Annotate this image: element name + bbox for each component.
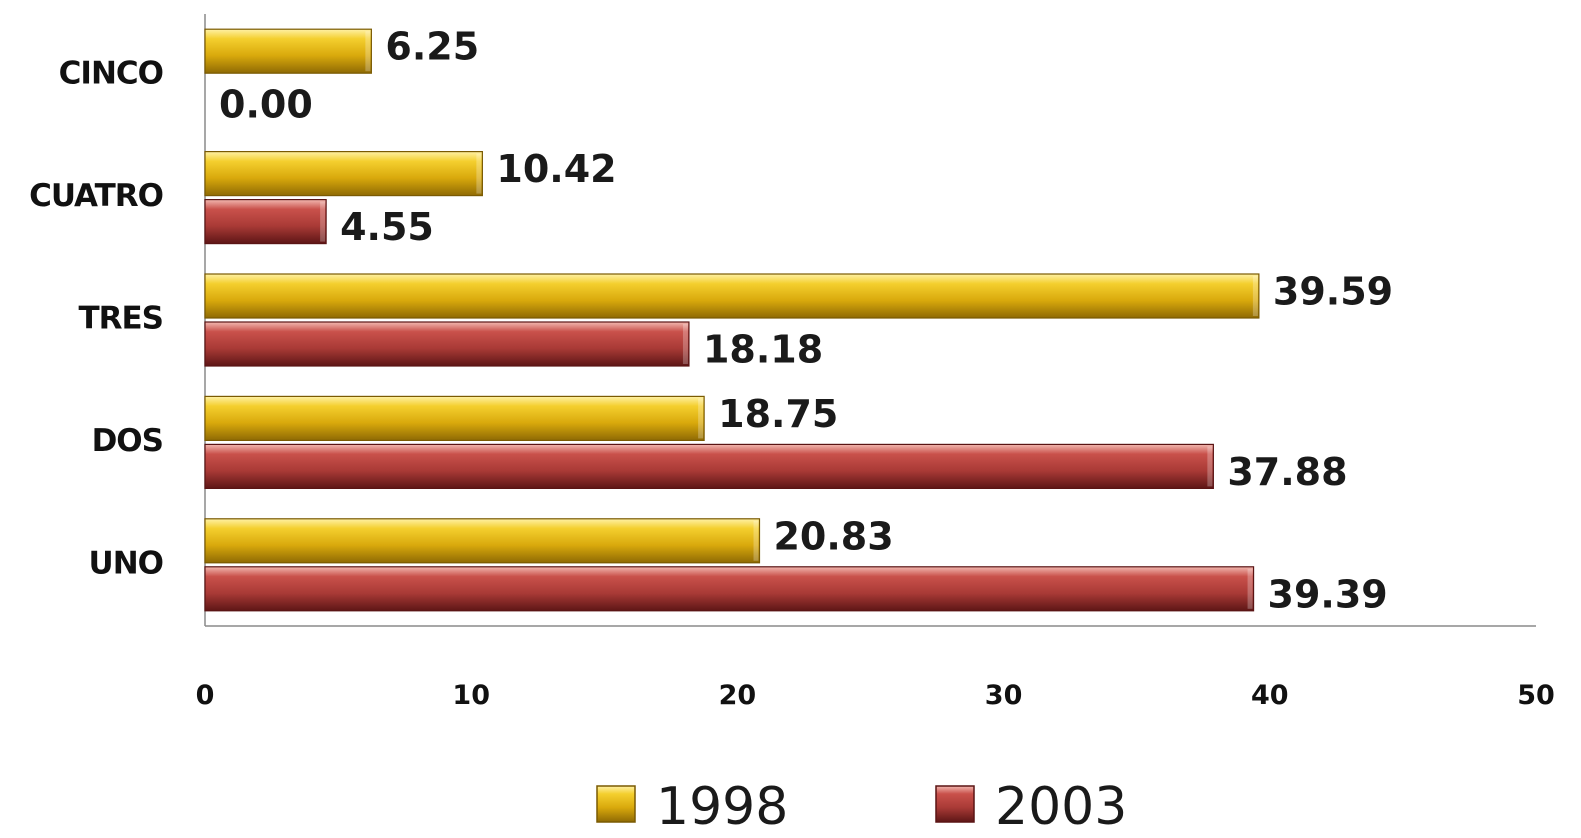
- bar-uno-2003: [204, 566, 1255, 612]
- category-label-cuatro: CUATRO: [29, 178, 163, 214]
- data-label-cinco-1998: 6.25: [385, 25, 479, 69]
- legend-label-1998: 1998: [656, 777, 788, 837]
- data-label-tres-1998: 39.59: [1273, 270, 1393, 314]
- data-label-cuatro-1998: 10.42: [496, 147, 616, 191]
- bar-uno-1998: [204, 518, 761, 564]
- x-tick-label-20: 20: [719, 680, 757, 711]
- bar-tres-2003: [204, 321, 690, 367]
- data-label-dos-2003: 37.88: [1227, 450, 1347, 494]
- bar-cuatro-1998: [204, 151, 483, 197]
- x-tick-label-40: 40: [1251, 680, 1289, 711]
- bar-bevel-cinco-1998: [365, 31, 371, 72]
- data-label-uno-1998: 20.83: [773, 514, 893, 558]
- bar-tres-1998: [204, 273, 1260, 319]
- bar-bevel-uno-1998: [753, 520, 759, 561]
- bar-dos-2003: [204, 443, 1214, 489]
- bar-bevel-cuatro-1998: [476, 153, 482, 194]
- x-tick-label-0: 0: [196, 680, 215, 711]
- data-label-uno-2003: 39.39: [1268, 572, 1388, 616]
- legend-swatch-2003: [935, 785, 975, 823]
- category-label-tres: TRES: [78, 301, 163, 337]
- category-label-uno: UNO: [89, 545, 163, 581]
- legend-label-2003: 2003: [995, 777, 1127, 837]
- bar-bevel-cuatro-2003: [320, 201, 326, 242]
- data-label-cuatro-2003: 4.55: [340, 205, 434, 249]
- data-label-cinco-2003: 0.00: [219, 83, 313, 127]
- bar-bevel-tres-1998: [1252, 276, 1258, 316]
- bar-dos-1998: [204, 395, 705, 441]
- category-label-dos: DOS: [92, 423, 163, 459]
- bar-bevel-dos-2003: [1207, 446, 1213, 487]
- bar-bevel-uno-2003: [1247, 568, 1253, 609]
- bar-cinco-1998: [204, 28, 372, 74]
- x-tick-label-10: 10: [452, 680, 490, 711]
- legend-swatch-1998: [596, 785, 636, 823]
- category-label-cinco: CINCO: [59, 56, 163, 92]
- bar-cuatro-2003: [204, 199, 327, 245]
- x-tick-label-30: 30: [985, 680, 1023, 711]
- bar-bevel-dos-1998: [698, 398, 704, 439]
- x-tick-label-50: 50: [1517, 680, 1555, 711]
- bar-bevel-tres-2003: [682, 324, 688, 364]
- data-label-tres-2003: 18.18: [703, 328, 823, 372]
- data-label-dos-1998: 18.75: [718, 392, 838, 436]
